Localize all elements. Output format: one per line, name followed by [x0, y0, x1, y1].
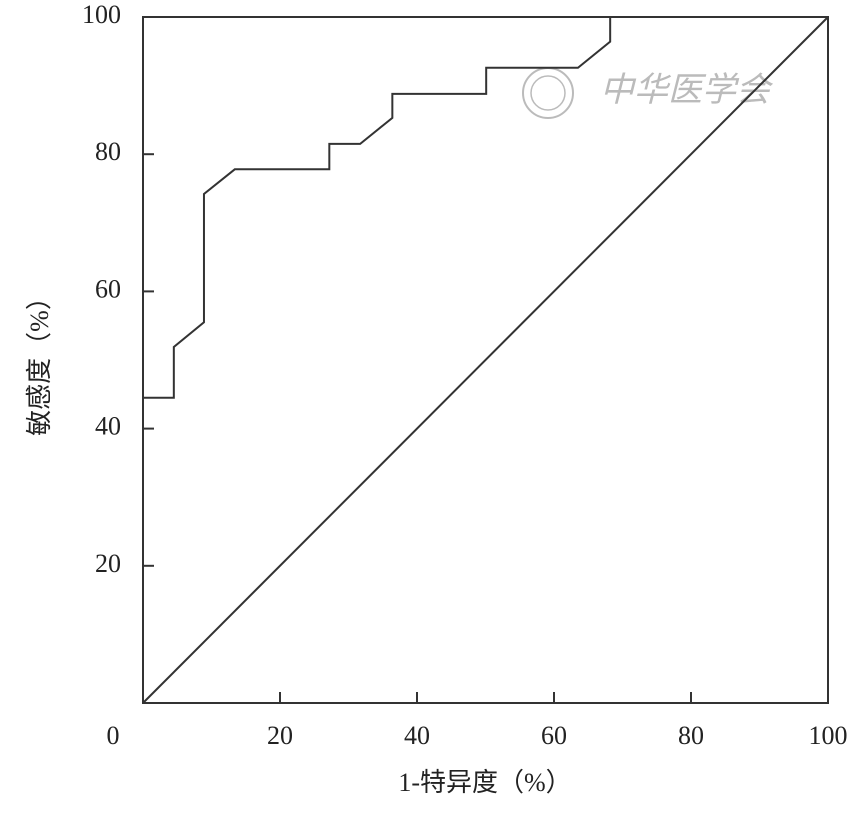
x-tick-label: 80 — [678, 721, 704, 750]
y-tick-label: 40 — [95, 412, 121, 441]
watermark-logo — [522, 67, 574, 119]
roc-line — [142, 16, 829, 704]
x-tick-label: 40 — [404, 721, 430, 750]
plot-frame — [142, 16, 829, 704]
x-tick-label: 0 — [107, 721, 120, 750]
roc-line — [143, 16, 828, 399]
x-axis-label: 1-特异度（%） — [398, 768, 571, 797]
x-tick-label: 100 — [809, 721, 848, 750]
y-tick-label: 60 — [95, 274, 121, 303]
y-axis-label: 敏感度（%） — [25, 284, 54, 436]
y-tick-label: 20 — [95, 549, 121, 578]
watermark: 中华医学会 — [600, 72, 774, 109]
y-tick-label: 100 — [82, 0, 121, 29]
y-tick-label: 80 — [95, 137, 121, 166]
x-tick-label: 20 — [267, 721, 293, 750]
x-tick-label: 60 — [541, 721, 567, 750]
